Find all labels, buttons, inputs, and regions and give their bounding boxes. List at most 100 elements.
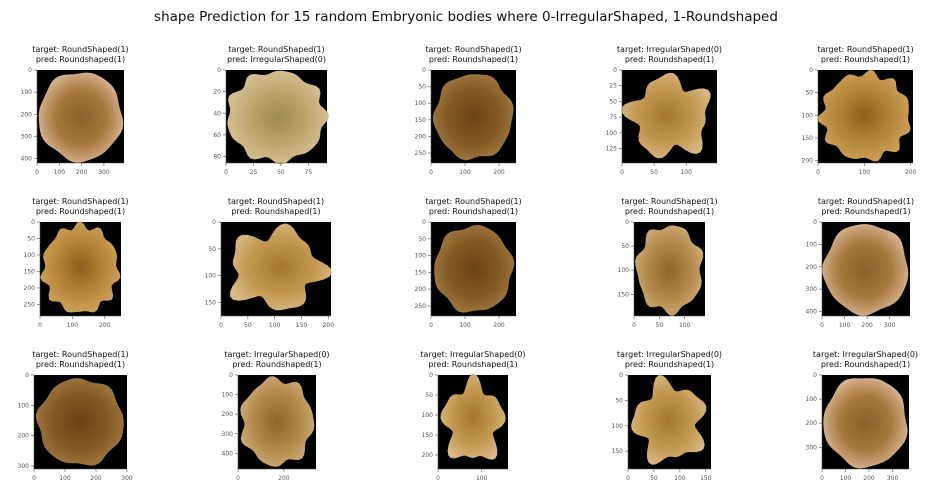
y-tick-label: 100 [18, 402, 30, 409]
x-tick-label: 150 [296, 322, 308, 329]
panel-pred-label: pred: IrregularShaped(0) [227, 55, 326, 64]
panel-8: target: RoundShaped(1)pred: Roundshaped(… [415, 197, 522, 329]
embryoid-body-image [631, 375, 707, 465]
y-tick-label: 100 [806, 241, 818, 248]
x-tick-label: 0 [35, 169, 39, 176]
y-tick-label: 200 [24, 285, 36, 292]
y-tick-label: 250 [415, 303, 427, 310]
x-tick-label: 300 [98, 169, 110, 176]
figure-suptitle: shape Prediction for 15 random Embryonic… [154, 9, 778, 25]
x-tick-label: 0 [626, 475, 630, 482]
y-tick-label: 100 [802, 112, 814, 119]
panel-pred-label: pred: Roundshaped(1) [428, 360, 517, 369]
panel-15: target: IrregularShaped(0)pred: Roundsha… [806, 350, 919, 482]
x-tick-label: 0 [219, 322, 223, 329]
panel-target-label: target: IrregularShaped(0) [617, 350, 722, 359]
x-tick-label: 75 [305, 169, 313, 176]
x-tick-label: 200 [278, 475, 290, 482]
y-tick-label: 50 [805, 90, 813, 97]
y-tick-label: 150 [618, 291, 630, 298]
y-tick-label: 50 [208, 246, 216, 253]
y-tick-label: 80 [213, 154, 221, 161]
y-tick-label: 300 [222, 431, 234, 438]
panel-target-label: target: RoundShaped(1) [32, 350, 128, 359]
panel-target-label: target: IrregularShaped(0) [224, 350, 329, 359]
y-tick-label: 0 [809, 67, 813, 74]
y-tick-label: 125 [606, 146, 618, 153]
panel-target-label: target: RoundShaped(1) [228, 197, 324, 206]
x-tick-label: 0 [32, 475, 36, 482]
y-tick-label: 0 [813, 219, 817, 226]
y-tick-label: 100 [618, 267, 630, 274]
x-tick-label: 0 [820, 322, 824, 329]
panel-pred-label: pred: Roundshaped(1) [36, 207, 125, 216]
y-tick-label: 0 [429, 372, 433, 379]
embryoid-body-image [230, 223, 332, 311]
y-tick-label: 200 [21, 111, 33, 118]
y-tick-label: 0 [28, 67, 32, 74]
x-tick-label: 100 [476, 475, 488, 482]
panel-pred-label: pred: Roundshaped(1) [429, 207, 518, 216]
x-tick-label: 50 [277, 169, 285, 176]
x-tick-label: 200 [861, 322, 873, 329]
panel-pred-label: pred: Roundshaped(1) [36, 55, 125, 64]
x-tick-label: 0 [620, 169, 624, 176]
x-tick-label: 100 [459, 322, 471, 329]
x-tick-label: 50 [650, 169, 658, 176]
y-tick-label: 100 [222, 392, 234, 399]
y-tick-label: 20 [213, 89, 221, 96]
y-tick-label: 300 [18, 463, 30, 470]
x-tick-label: 0 [436, 475, 440, 482]
x-tick-label: 0 [38, 322, 42, 329]
embryoid-body-image [40, 221, 121, 313]
y-tick-label: 0 [625, 219, 629, 226]
x-tick-label: 50 [244, 322, 252, 329]
y-tick-label: 200 [415, 133, 427, 140]
y-tick-label: 0 [25, 372, 29, 379]
y-tick-label: 25 [609, 83, 617, 90]
embryoid-body-image [822, 224, 909, 316]
y-tick-label: 150 [24, 268, 36, 275]
y-tick-label: 250 [415, 150, 427, 157]
x-tick-label: 200 [493, 322, 505, 329]
x-tick-label: 0 [820, 475, 824, 482]
panel-target-label: target: RoundShaped(1) [425, 197, 521, 206]
panel-pred-label: pred: Roundshaped(1) [232, 360, 321, 369]
x-tick-label: 0 [632, 322, 636, 329]
embryoid-body-image [36, 378, 124, 466]
panel-grid: target: RoundShaped(1)pred: Roundshaped(… [18, 45, 919, 482]
y-tick-label: 200 [18, 433, 30, 440]
y-tick-label: 100 [21, 89, 33, 96]
y-tick-label: 200 [422, 452, 434, 459]
y-tick-label: 100 [806, 396, 818, 403]
panel-target-label: target: RoundShaped(1) [425, 45, 521, 54]
y-tick-label: 60 [213, 132, 221, 139]
panel-5: target: RoundShaped(1)pred: Roundshaped(… [802, 45, 917, 176]
panel-target-label: target: IrregularShaped(0) [420, 350, 525, 359]
panel-target-label: target: RoundShaped(1) [818, 197, 914, 206]
x-tick-label: 200 [493, 169, 505, 176]
y-tick-label: 150 [415, 117, 427, 124]
panel-target-label: target: RoundShaped(1) [32, 45, 128, 54]
x-tick-label: 50 [656, 322, 664, 329]
x-tick-label: 0 [429, 322, 433, 329]
y-tick-label: 400 [806, 309, 818, 316]
y-tick-label: 50 [609, 98, 617, 105]
y-tick-label: 100 [415, 253, 427, 260]
x-tick-label: 0 [224, 169, 228, 176]
panel-target-label: target: RoundShaped(1) [32, 197, 128, 206]
x-tick-label: 100 [840, 475, 852, 482]
x-tick-label: 100 [67, 322, 79, 329]
x-tick-label: 300 [121, 475, 133, 482]
y-tick-label: 200 [222, 411, 234, 418]
panel-target-label: target: IrregularShaped(0) [617, 45, 722, 54]
panel-4: target: IrregularShaped(0)pred: Roundsha… [606, 45, 723, 176]
y-tick-label: 0 [422, 219, 426, 226]
y-tick-label: 200 [415, 286, 427, 293]
panel-pred-label: pred: Roundshaped(1) [429, 55, 518, 64]
embryoid-body-image [621, 72, 711, 159]
x-tick-label: 0 [236, 475, 240, 482]
panel-target-label: target: RoundShaped(1) [228, 45, 324, 54]
x-tick-label: 200 [90, 475, 102, 482]
